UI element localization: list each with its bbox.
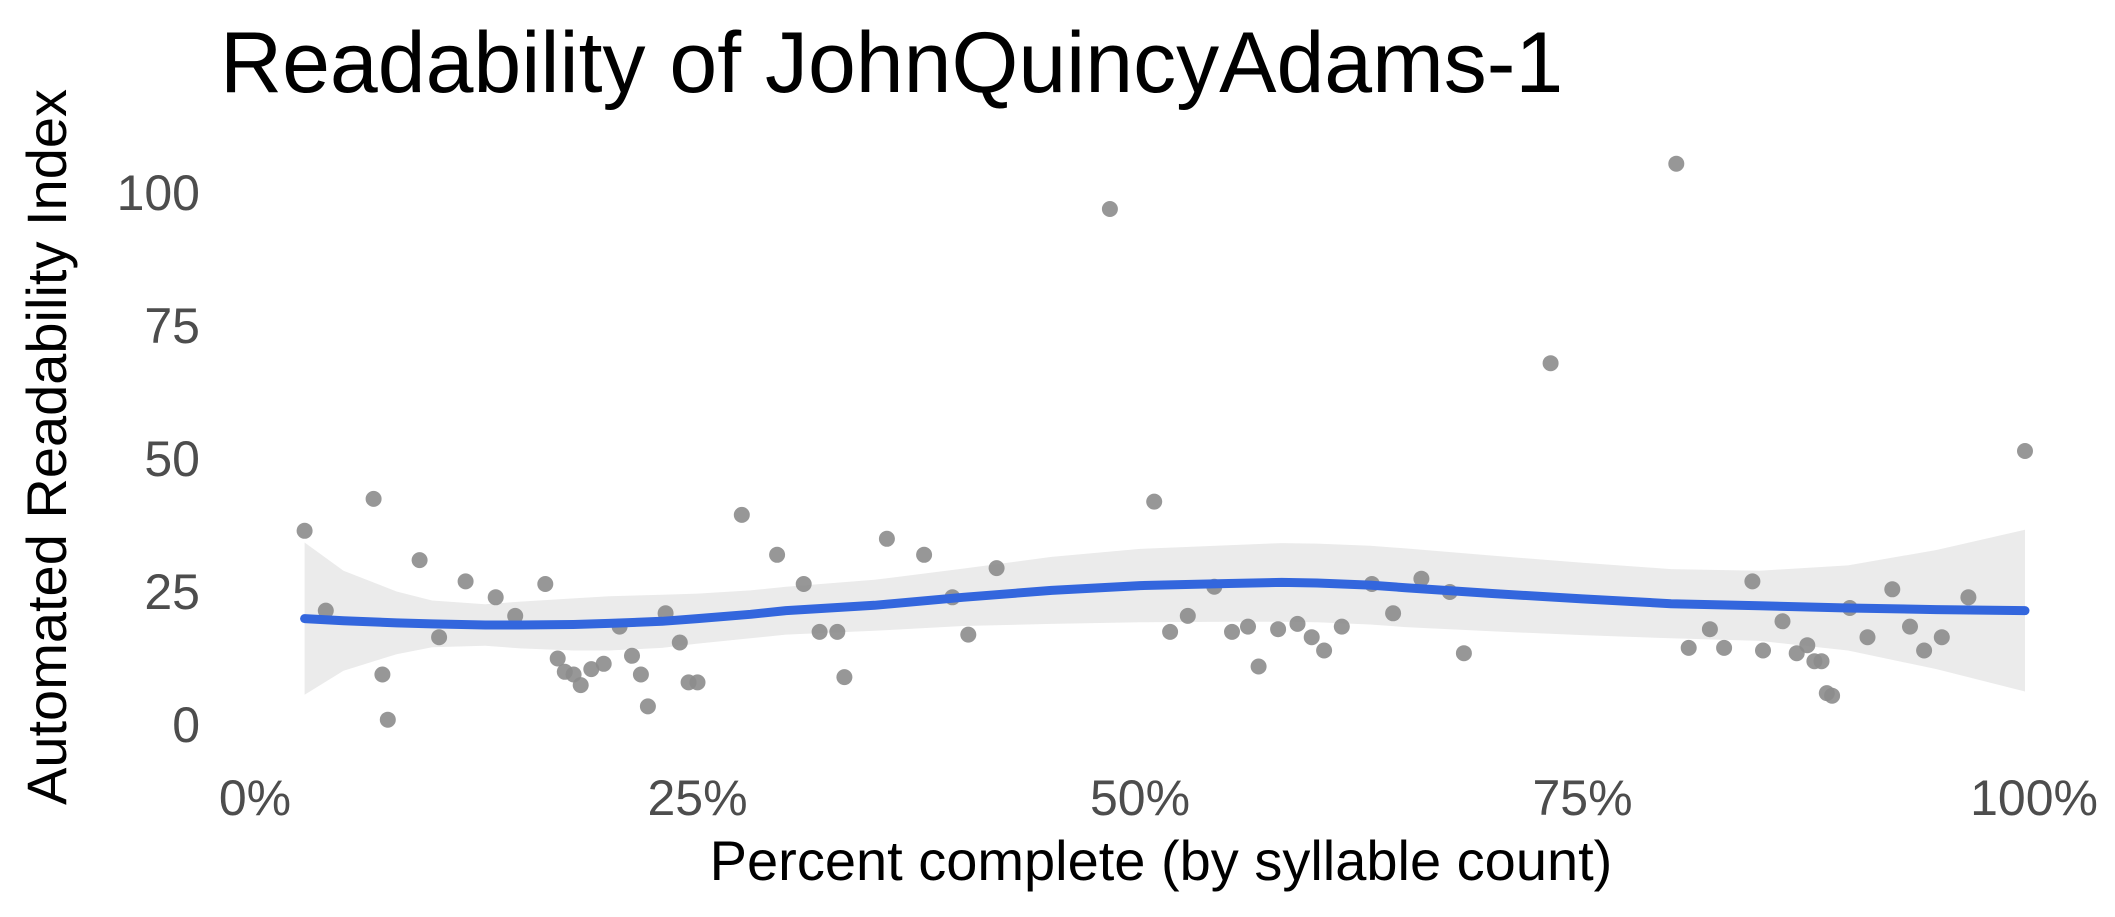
data-point (878, 530, 895, 547)
data-point (1385, 605, 1402, 622)
data-point (1680, 639, 1697, 656)
data-point (624, 647, 640, 664)
data-point (1933, 629, 1950, 646)
data-point (507, 607, 524, 624)
data-point (1542, 355, 1559, 372)
data-point (1902, 618, 1918, 635)
data-point (549, 650, 566, 667)
y-tick-label: 25 (144, 564, 200, 620)
confidence-band-layer (304, 529, 2026, 695)
data-point (1455, 645, 1472, 662)
data-point (1162, 623, 1179, 640)
y-tick-label: 0 (172, 697, 200, 753)
data-point (537, 576, 554, 592)
data-point (365, 490, 382, 507)
data-point (1240, 618, 1256, 635)
data-point (1859, 629, 1876, 646)
data-point (671, 634, 688, 651)
data-point (411, 552, 428, 569)
data-point (1250, 658, 1267, 675)
y-tick-label: 50 (144, 431, 200, 487)
data-point (572, 677, 589, 694)
data-point (1960, 589, 1977, 606)
data-point (457, 573, 474, 590)
data-point (1884, 581, 1901, 598)
x-tick-label: 50% (1090, 770, 1190, 826)
x-tick-label: 100% (1970, 770, 2098, 826)
y-axis-label: Automated Readability Index (15, 89, 78, 805)
data-point (374, 666, 391, 683)
data-point (733, 506, 750, 523)
data-point (811, 623, 828, 640)
data-point (689, 674, 706, 691)
data-point (431, 629, 448, 646)
chart-title: Readability of JohnQuincyAdams-1 (220, 15, 1563, 111)
data-point (1316, 642, 1333, 659)
data-point (1916, 642, 1933, 659)
data-points-layer (296, 155, 2033, 728)
data-point (1824, 687, 1841, 704)
x-tick-label: 0% (219, 770, 291, 826)
data-point (1333, 618, 1350, 635)
data-point (632, 666, 649, 683)
x-tick-label: 75% (1532, 770, 1632, 826)
data-point (1179, 607, 1196, 624)
data-point (836, 669, 853, 686)
x-axis-ticks: 0% 25% 50% 75% 100% (219, 770, 2098, 826)
data-point (317, 602, 334, 619)
data-point (1813, 653, 1830, 670)
data-point (1755, 642, 1771, 659)
data-point (795, 576, 812, 592)
smooth-trend-line (300, 577, 2030, 630)
data-point (487, 589, 504, 606)
data-point (1270, 621, 1287, 638)
y-tick-label: 100 (117, 165, 200, 221)
data-point (1701, 621, 1718, 638)
data-point (1289, 615, 1306, 632)
data-point (379, 711, 396, 728)
data-point (1716, 639, 1733, 656)
data-point (639, 698, 656, 715)
data-point (769, 546, 786, 563)
data-point (595, 655, 612, 672)
data-point (2017, 443, 2033, 459)
data-point (829, 623, 846, 640)
data-point (1744, 573, 1761, 590)
data-point (1668, 155, 1685, 172)
x-tick-label: 25% (647, 770, 747, 826)
data-point (1413, 570, 1430, 587)
data-point (916, 546, 933, 563)
data-point (296, 522, 313, 539)
confidence-band (304, 529, 2026, 695)
smooth-line-layer (300, 577, 2030, 630)
data-point (1101, 201, 1118, 217)
data-point (1224, 623, 1240, 640)
y-tick-label: 75 (144, 298, 200, 354)
y-axis-ticks: 0 25 50 75 100 (117, 165, 200, 753)
data-point (1146, 493, 1163, 510)
data-point (960, 626, 977, 643)
x-axis-label: Percent complete (by syllable count) (710, 829, 1613, 892)
data-point (1799, 637, 1816, 654)
data-point (583, 661, 600, 678)
data-point (988, 560, 1005, 577)
data-point (1303, 629, 1320, 646)
data-point (1774, 613, 1791, 630)
